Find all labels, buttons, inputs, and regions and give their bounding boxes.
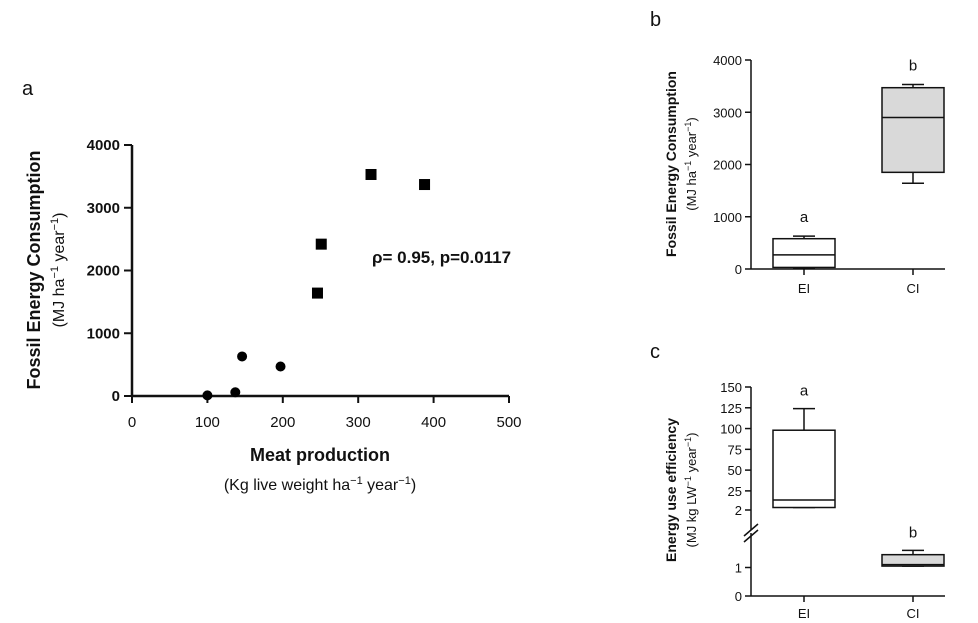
y-tick-label: 150	[720, 380, 742, 395]
panel-a-xlabel: Meat production	[250, 445, 390, 465]
x-tick-label: 300	[346, 414, 371, 431]
y-tick-label: 75	[728, 442, 742, 457]
y-tick-label: 1000	[713, 210, 742, 225]
x-tick-label: EI	[798, 606, 810, 621]
panel-b-ylabel-unit: (MJ ha−1 year−1)	[683, 117, 699, 211]
y-tick-label: 0	[735, 589, 742, 604]
x-tick-label: 100	[195, 414, 220, 431]
box	[772, 429, 836, 509]
box	[881, 553, 945, 567]
y-tick-label: 3000	[87, 200, 120, 217]
box	[772, 237, 836, 269]
data-point-circle	[275, 361, 286, 372]
y-tick-label: 2000	[87, 263, 120, 280]
panel-b-ylabel: Fossil Energy Consumption	[663, 71, 679, 257]
data-point-square	[315, 238, 327, 250]
y-tick-label: 0	[112, 388, 120, 405]
panel-a-xlabel-unit: (Kg live weight ha−1 year−1)	[224, 475, 416, 494]
y-tick-label: 4000	[87, 137, 120, 154]
x-tick-label: 500	[496, 414, 521, 431]
data-point-circle	[202, 390, 213, 401]
y-tick-label: 100	[720, 422, 742, 437]
data-point-circle	[237, 351, 248, 362]
x-tick-label: 0	[128, 414, 136, 431]
panel-c-ylabel: Energy use efficiency	[663, 418, 679, 562]
panel-c-ylabel-unit: (MJ kg LW−1 year−1)	[683, 433, 699, 548]
x-tick-label: CI	[907, 281, 920, 296]
significance-letter: b	[909, 58, 917, 75]
axis-break-mark	[743, 529, 759, 543]
y-tick-label: 50	[728, 463, 742, 478]
data-point-square	[311, 287, 323, 299]
significance-letter: a	[800, 209, 809, 226]
panel-c-label: c	[650, 341, 660, 363]
y-tick-label: 1	[735, 561, 742, 576]
significance-letter: b	[909, 524, 917, 541]
y-tick-label: 25	[728, 484, 742, 499]
panel-a-plot: 0 1000 2000 3000 4000 0 100 200 300 400 500	[87, 137, 522, 431]
y-tick-label: 0	[735, 262, 742, 277]
box	[881, 86, 945, 174]
panel-b-label: b	[650, 9, 661, 31]
panel-a-label: a	[22, 78, 34, 100]
panel-a-annotation: ρ= 0.95, p=0.0117	[372, 248, 511, 267]
x-tick-label: CI	[907, 606, 920, 621]
y-tick-label: 1000	[87, 325, 120, 342]
x-tick-label: 200	[270, 414, 295, 431]
panel-b-plot: 0 1000 2000 3000 4000 EI CI a b	[713, 53, 945, 296]
panel-a-ylabel: Fossil Energy Consumption	[24, 150, 44, 389]
axis-break-mark	[743, 523, 759, 537]
x-tick-label: EI	[798, 281, 810, 296]
y-tick-label: 2000	[713, 158, 742, 173]
y-tick-label: 125	[720, 401, 742, 416]
data-point-square	[365, 168, 377, 180]
x-tick-label: 400	[421, 414, 446, 431]
panel-a-ylabel-unit: (MJ ha−1 year−1)	[49, 213, 68, 328]
y-tick-label: 4000	[713, 53, 742, 68]
y-tick-label: 2	[735, 503, 742, 518]
data-point-circle	[230, 387, 241, 398]
panel-c-plot: 25 50 75 100 125 150 0 1 2 EI CI a b	[720, 380, 945, 621]
data-point-square	[419, 179, 431, 191]
y-tick-label: 3000	[713, 105, 742, 120]
significance-letter: a	[800, 383, 809, 400]
